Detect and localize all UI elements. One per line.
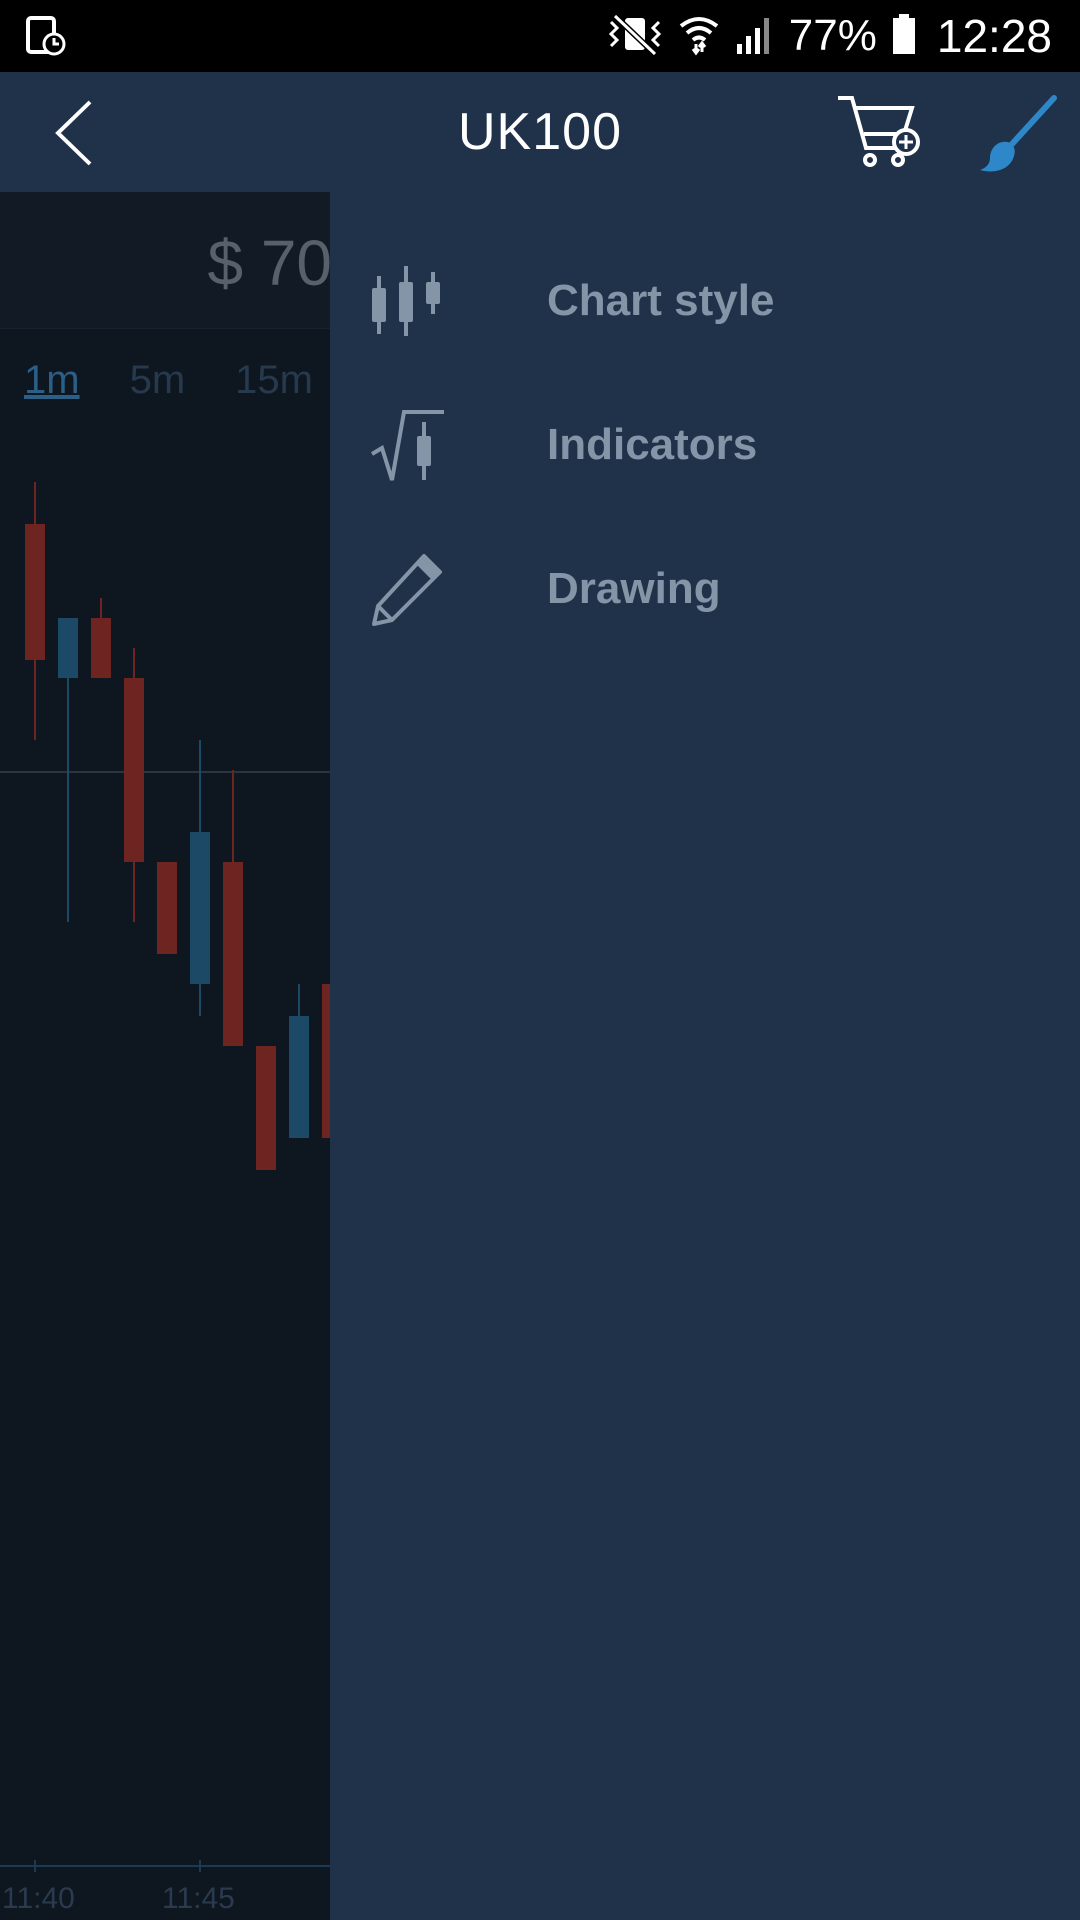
candle xyxy=(256,1046,276,1170)
candle xyxy=(190,740,210,1016)
brush-icon xyxy=(980,95,1057,172)
menu-item-drawing[interactable]: Drawing xyxy=(330,530,1080,650)
tab-1m[interactable]: 1m xyxy=(24,358,80,402)
chart-tools-button[interactable] xyxy=(978,90,1058,178)
candle xyxy=(322,984,330,1138)
time-label: 11:45 xyxy=(162,1882,235,1915)
vibrate-mute-icon xyxy=(607,12,663,61)
status-bar: 77% 12:28 xyxy=(0,0,1080,72)
candlestick-icon xyxy=(370,264,446,340)
add-to-cart-button[interactable] xyxy=(836,90,924,178)
time-label: 11:40 xyxy=(2,1882,75,1915)
timeframe-tabs: 1m 5m 15m xyxy=(24,358,313,403)
candle xyxy=(58,618,78,922)
back-button[interactable] xyxy=(48,98,108,168)
pencil-icon xyxy=(370,552,446,628)
indicator-icon xyxy=(370,408,446,484)
menu-item-indicators[interactable]: Indicators xyxy=(330,386,1080,506)
chart-panel: 11:40 11:45 $ 70 1m 5m 15m xyxy=(0,192,330,1920)
menu-item-label: Drawing xyxy=(547,564,721,613)
back-chevron-icon xyxy=(55,100,92,166)
price-row: $ 70 xyxy=(0,192,330,329)
candle xyxy=(289,984,309,1138)
app-header: UK100 xyxy=(0,72,1080,192)
candle xyxy=(25,482,45,740)
signal-icon xyxy=(735,12,775,61)
candlestick-chart: 11:40 11:45 xyxy=(0,482,330,1915)
menu-item-chart-style[interactable]: Chart style xyxy=(330,242,1080,362)
cart-add-icon xyxy=(838,96,920,167)
tab-5m[interactable]: 5m xyxy=(129,358,186,402)
menu-item-label: Indicators xyxy=(547,420,758,469)
candle xyxy=(157,862,177,954)
page-title: UK100 xyxy=(458,103,622,161)
price-value: $ 70 xyxy=(207,227,330,299)
chart-tools-drawer: Chart style Indicators Drawing xyxy=(330,192,1080,1920)
candle xyxy=(223,770,243,1046)
candle xyxy=(124,648,144,922)
menu-item-label: Chart style xyxy=(547,276,775,325)
candle xyxy=(91,598,111,678)
battery-percent: 77% xyxy=(788,11,877,60)
wifi-icon xyxy=(677,12,721,61)
battery-icon xyxy=(891,12,917,61)
tab-15m[interactable]: 15m xyxy=(235,358,313,402)
clock: 12:28 xyxy=(936,10,1052,62)
screenshot-clock-icon xyxy=(26,16,66,61)
